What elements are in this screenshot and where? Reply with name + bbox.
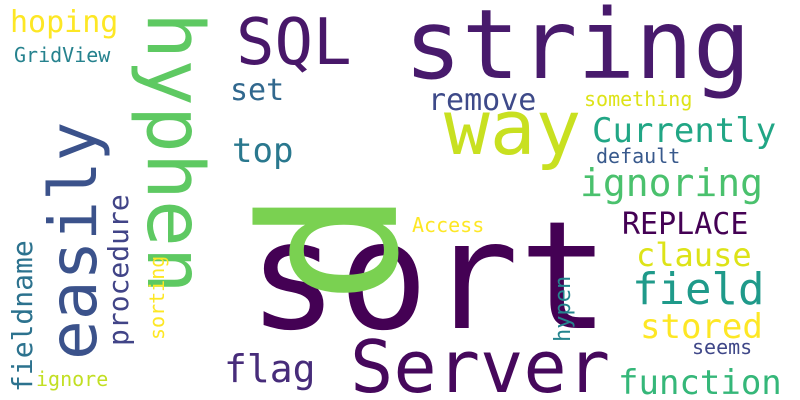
word-easily: easily: [35, 122, 112, 360]
word-top: top: [232, 131, 293, 171]
word-access: Access: [412, 213, 484, 237]
word-something: something: [584, 87, 692, 111]
word-hoping: hoping: [10, 5, 118, 40]
word-ignore: ignore: [36, 367, 108, 391]
word-p: p: [247, 190, 468, 304]
word-sql: SQL: [236, 6, 352, 80]
word-function: function: [618, 363, 782, 400]
word-seems: seems: [692, 335, 752, 359]
word-set: set: [230, 73, 284, 108]
word-gridview: GridView: [14, 43, 111, 67]
word-procedure: procedure: [102, 194, 135, 346]
word-remove: remove: [428, 83, 536, 118]
word-flag: flag: [224, 347, 316, 391]
word-hypen: hypen: [551, 276, 576, 342]
word-hyphen: hyphen: [129, 12, 219, 294]
word-clause: clause: [636, 236, 752, 274]
word-fieldname: fieldname: [6, 240, 39, 392]
word-default: default: [596, 144, 680, 168]
word-sorting: sorting: [145, 256, 169, 340]
